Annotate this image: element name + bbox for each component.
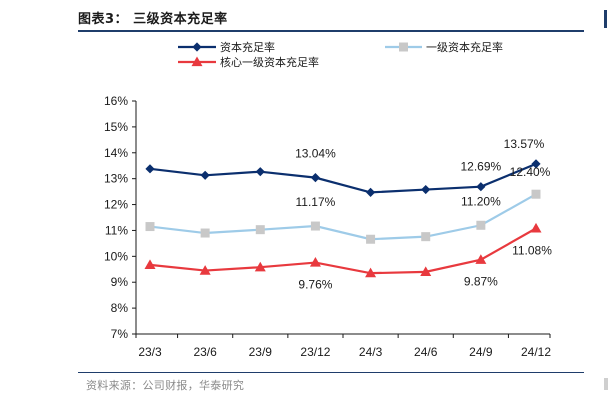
x-tick-label: 24/6 — [414, 345, 438, 359]
figure-title: 图表3： 三级资本充足率 — [78, 12, 228, 27]
data-point — [475, 254, 487, 264]
y-tick-label: 13% — [104, 172, 128, 186]
data-label: 13.57% — [504, 137, 545, 151]
y-tick-label: 9% — [111, 275, 129, 289]
data-point — [310, 173, 321, 183]
y-tick-label: 8% — [111, 301, 129, 315]
x-tick-label: 23/12 — [300, 345, 330, 359]
x-tick-label: 24/9 — [469, 345, 493, 359]
x-tick-label: 23/3 — [138, 345, 162, 359]
adjacent-panel-edge-bottom — [604, 378, 608, 390]
data-point — [145, 222, 155, 232]
data-point — [476, 220, 486, 230]
x-tick-label: 23/9 — [249, 345, 273, 359]
data-point — [199, 265, 211, 275]
data-point — [365, 187, 376, 197]
x-tick-label: 24/12 — [521, 345, 551, 359]
data-point — [365, 267, 377, 278]
x-tick-label: 24/3 — [359, 345, 383, 359]
data-label: 13.04% — [295, 147, 336, 161]
data-label: 11.17% — [296, 195, 336, 209]
legend-marker — [399, 42, 408, 52]
x-tick-label: 23/6 — [193, 345, 217, 359]
data-point — [200, 170, 210, 180]
series-line — [149, 227, 537, 275]
legend-label: 一级资本充足率 — [426, 40, 503, 54]
data-point — [531, 159, 541, 169]
series-3 — [144, 222, 542, 278]
data-point — [531, 189, 541, 199]
data-point — [145, 164, 155, 174]
data-point — [476, 182, 486, 192]
source-note: 资料来源：公司财报，华泰研究 — [86, 379, 245, 392]
legend-item-1: 资本充足率 — [178, 40, 275, 54]
series-line — [149, 162, 537, 194]
y-tick-label: 15% — [104, 120, 128, 134]
data-label: 9.87% — [464, 275, 498, 289]
data-point — [421, 232, 431, 242]
data-point — [530, 222, 542, 233]
legend-item-2: 一级资本充足率 — [385, 40, 503, 54]
data-label: 12.69% — [461, 160, 502, 174]
y-tick-label: 14% — [104, 146, 128, 160]
data-point — [200, 228, 210, 238]
y-tick-label: 16% — [104, 94, 128, 108]
data-label: 9.76% — [298, 278, 332, 292]
y-tick-label: 7% — [111, 327, 129, 341]
data-point — [255, 167, 265, 177]
source-divider — [78, 372, 584, 373]
data-point — [366, 234, 376, 244]
data-point — [254, 261, 266, 272]
y-tick-label: 11% — [105, 223, 128, 237]
data-point — [421, 184, 431, 195]
legend-marker — [192, 42, 202, 52]
data-label: 11.20% — [461, 194, 501, 208]
data-point — [255, 225, 265, 235]
data-point — [420, 266, 432, 276]
series-line — [149, 193, 537, 241]
adjacent-panel-edge — [604, 10, 607, 28]
series-1 — [145, 159, 541, 197]
chart-data-labels: 13.04% 12.69%13.57% 11.17% 11.20% 12.40% 9.76… — [295, 137, 552, 292]
data-point — [310, 221, 320, 231]
series-2 — [145, 189, 541, 244]
title-divider — [78, 30, 584, 32]
data-label: 11.08% — [512, 243, 552, 257]
legend-label: 核心一级资本充足率 — [220, 55, 319, 69]
chart-series — [144, 159, 542, 278]
y-tick-label: 10% — [104, 249, 128, 263]
data-point — [309, 257, 321, 267]
chart-axes: 7% 8% 9% 10% 11% 12% 13% 14% 15% 16% 23/3 23/6 23/9 2… — [104, 94, 551, 359]
legend-marker — [191, 56, 203, 67]
data-label: 12.40% — [510, 165, 551, 179]
y-tick-label: 12% — [104, 198, 128, 212]
data-point — [144, 259, 156, 270]
legend-item-3: 核心一级资本充足率 — [178, 55, 319, 69]
legend-label: 资本充足率 — [220, 40, 275, 54]
